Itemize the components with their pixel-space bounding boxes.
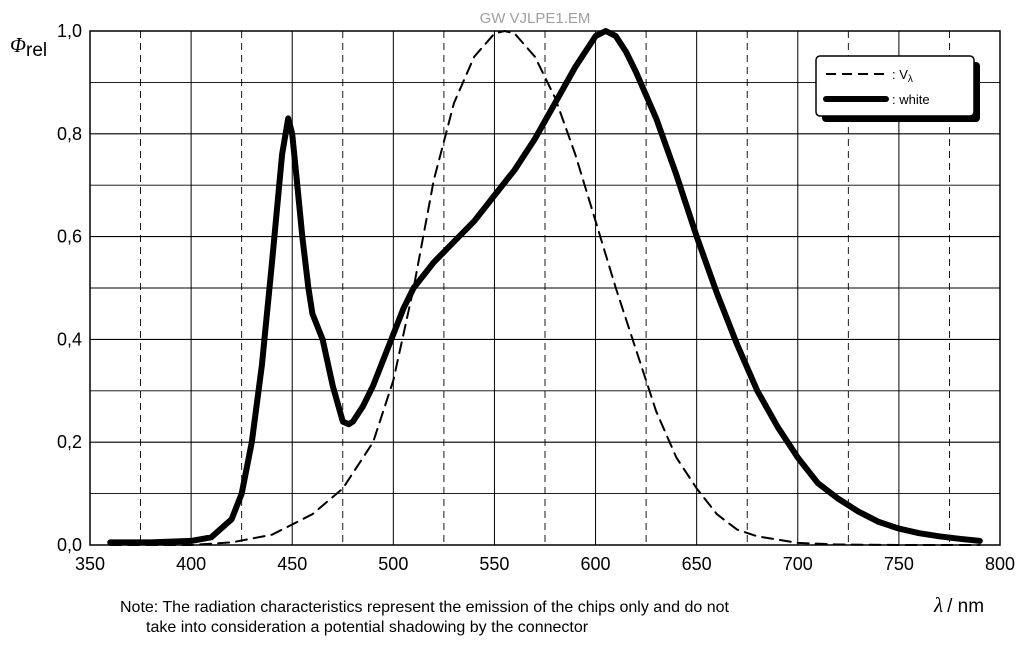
x-axis-symbol: λ [933,593,943,617]
y-tick-label: 0,0 [57,535,82,555]
x-axis-unit: / nm [947,596,984,617]
chart-title: GW VJLPE1.EM [480,10,591,27]
legend-label-v-lambda-sub: λ [908,74,913,85]
y-tick-label: 0,4 [57,329,82,349]
x-tick-labels: 350 400 450 500 550 600 650 700 750 800 [75,554,1015,574]
legend-box [815,55,975,117]
legend-label-v-lambda: : Vλ [892,67,913,85]
y-axis-subscript: rel [26,40,47,61]
note-line-1: Note: The radiation characteristics repr… [120,599,729,616]
plot-frame [89,30,1001,546]
y-tick-label: 1,0 [57,21,82,41]
series-v-lambda-line [109,30,981,546]
x-tick-label: 500 [378,554,408,574]
x-tick-label: 650 [682,554,712,574]
note-text: Note: The radiation characteristics repr… [120,598,920,638]
x-tick-label: 800 [985,554,1015,574]
y-axis-symbol: Φ [10,33,26,57]
y-tick-label: 0,6 [57,227,82,247]
x-tick-label: 700 [783,554,813,574]
x-tick-label: 600 [581,554,611,574]
major-grid [90,31,1000,545]
x-tick-label: 450 [277,554,307,574]
legend-label-v-lambda-text: : V [892,67,908,82]
x-axis-label: λ / nm [933,593,984,617]
y-tick-labels: 0,0 0,2 0,4 0,6 0,8 1,0 [57,21,82,555]
series-white-line [107,28,983,546]
y-axis-label: Φrel [10,33,47,61]
series-layer [107,28,983,546]
x-tick-label: 350 [75,554,105,574]
y-tick-label: 0,2 [57,432,82,452]
x-tick-label: 400 [176,554,206,574]
y-tick-label: 0,8 [57,124,82,144]
legend-label-white: : white [892,92,930,107]
x-tick-label: 550 [479,554,509,574]
x-tick-label: 750 [884,554,914,574]
legend: : Vλ : white [815,55,980,122]
note-line-2: take into consideration a potential shad… [146,619,589,636]
